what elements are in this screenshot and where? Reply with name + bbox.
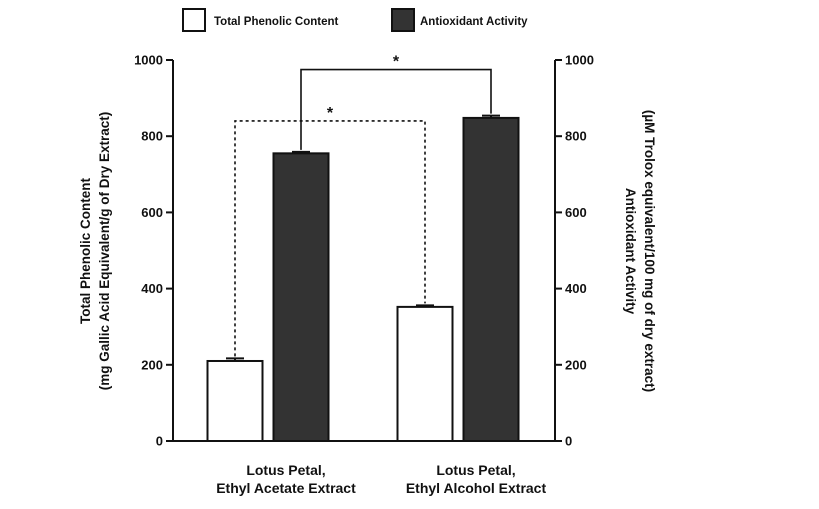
right-axis-title: Antioxidant Activity (µM Trolox equivalen… — [623, 110, 657, 392]
legend: Total Phenolic Content Antioxidant Activi… — [182, 8, 528, 32]
legend-label: Total Phenolic Content — [214, 16, 339, 28]
left-tick-label: 0 — [156, 434, 163, 449]
bar — [462, 116, 520, 443]
category-label: Lotus Petal, — [246, 462, 325, 478]
right-tick-label: 600 — [565, 205, 587, 220]
right-tick-label: 800 — [565, 129, 587, 144]
significance-bracket — [234, 120, 426, 357]
legend-swatch — [182, 8, 206, 32]
left-tick-label: 1000 — [134, 53, 163, 68]
left-axis-title: Total Phenolic Content (mg Gallic Acid Eq… — [78, 112, 112, 391]
left-tick-label: 800 — [141, 129, 163, 144]
significance-brackets: ** — [234, 54, 492, 357]
category-label: Ethyl Alcohol Extract — [406, 480, 547, 496]
bar — [272, 152, 330, 442]
category-label: Ethyl Acetate Extract — [216, 480, 356, 496]
left-tick-label: 600 — [141, 205, 163, 220]
axis-titles: Total Phenolic Content (mg Gallic Acid Eq… — [78, 110, 657, 392]
legend-swatch — [391, 8, 415, 32]
legend-label: Antioxidant Activity — [420, 16, 528, 28]
left-tick-label: 200 — [141, 357, 163, 372]
bars — [206, 114, 520, 443]
left-tick-label: 400 — [141, 281, 163, 296]
right-axis-title-line: Antioxidant Activity — [623, 188, 638, 315]
category-labels: Lotus Petal, Ethyl Acetate Extract Lotus P… — [216, 462, 546, 496]
category-label: Lotus Petal, — [436, 462, 515, 478]
right-axis-title-line: (µM Trolox equivalent/100 mg of dry extr… — [642, 110, 657, 392]
significance-star: * — [327, 105, 334, 122]
right-y-axis: 0 200 400 600 800 1000 — [554, 53, 594, 449]
bar — [396, 305, 454, 442]
significance-bracket — [300, 68, 492, 150]
right-tick-label: 0 — [565, 434, 572, 449]
left-axis-title-line: (mg Gallic Acid Equivalent/g of Dry Extr… — [97, 112, 112, 391]
right-tick-label: 1000 — [565, 53, 594, 68]
right-tick-label: 400 — [565, 281, 587, 296]
left-axis-title-line: Total Phenolic Content — [78, 178, 93, 324]
significance-star: * — [393, 54, 400, 71]
bar — [206, 359, 264, 442]
right-tick-label: 200 — [565, 357, 587, 372]
